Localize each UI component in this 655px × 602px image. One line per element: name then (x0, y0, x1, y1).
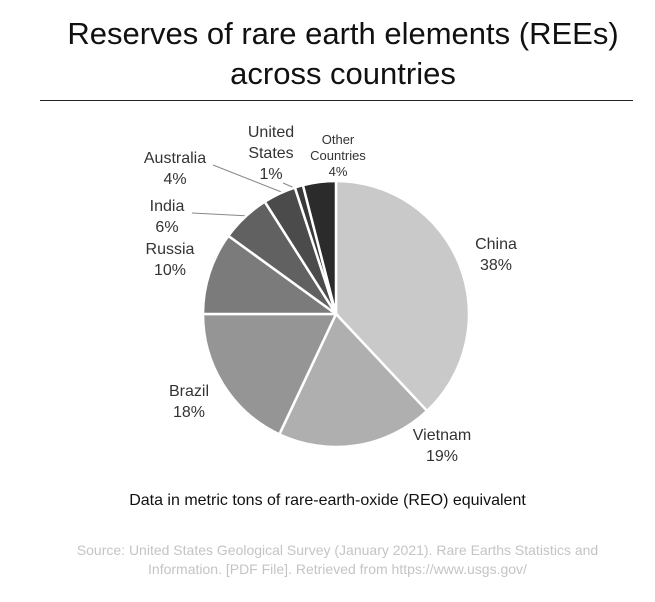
slice-label: Vietnam 19% (413, 425, 471, 467)
value-label: 1% (259, 166, 283, 183)
pie-slice (301, 179, 338, 315)
category-label: Australia (143, 150, 207, 167)
pie-slice (201, 312, 338, 437)
value-label: 6% (155, 219, 179, 236)
value-label: 38% (479, 257, 513, 274)
value-label: 19% (425, 448, 459, 465)
category-label: Other Countries (310, 132, 366, 163)
slice-label: India 6% (150, 196, 185, 238)
category-label: United States (247, 124, 295, 162)
pie-slice (277, 311, 429, 449)
slice-label: Australia 4% (144, 148, 206, 190)
slice-label: United States 1% (241, 122, 301, 185)
slice-label: Russia 10% (146, 239, 195, 281)
pie-slice (201, 234, 340, 316)
slice-label: Brazil 18% (169, 381, 209, 423)
category-label: China (475, 236, 517, 253)
value-label: 18% (172, 404, 206, 421)
value-label: 4% (163, 171, 187, 188)
leader-line (212, 164, 285, 194)
category-label: Brazil (168, 383, 210, 400)
title-rule (40, 100, 633, 101)
source: Source: United States Geological Survey … (76, 542, 599, 577)
category-label: Russia (145, 241, 195, 258)
category-label: Vietnam (412, 427, 472, 444)
value-label: 4% (328, 164, 348, 179)
note: Data in metric tons of rare-earth-oxide … (129, 492, 526, 509)
chart-title: Reserves of rare earth elements (REEs) a… (67, 16, 619, 91)
category-label: India (149, 198, 185, 215)
slice-label: China 38% (475, 234, 517, 276)
pie-slice (334, 179, 471, 413)
leader-line (191, 212, 251, 217)
value-label: 10% (153, 262, 187, 279)
slice-label: Other Countries 4% (303, 132, 373, 180)
